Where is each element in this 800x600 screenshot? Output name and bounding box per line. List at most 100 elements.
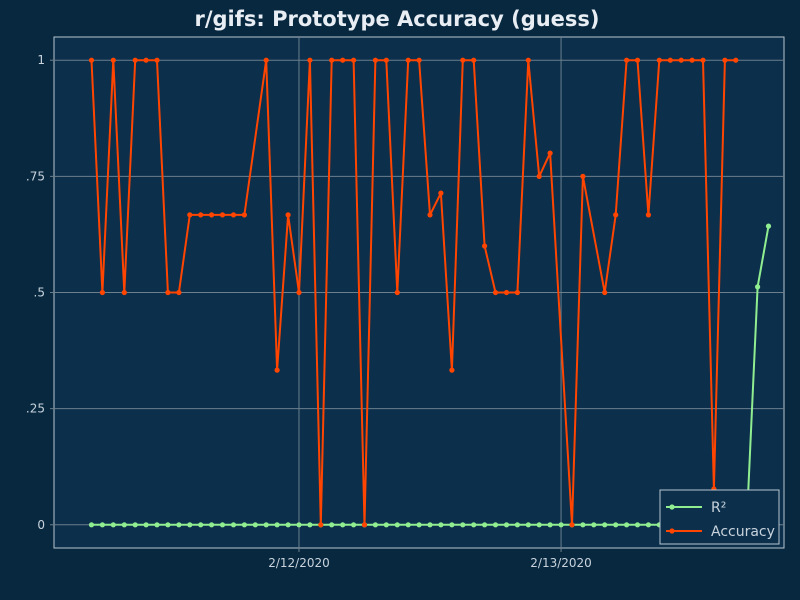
data-point xyxy=(514,289,521,296)
data-point xyxy=(241,212,247,218)
data-point xyxy=(176,289,182,296)
data-point xyxy=(307,522,313,528)
legend-label: Accuracy xyxy=(711,524,775,540)
data-point xyxy=(471,522,477,528)
legend-marker xyxy=(669,528,675,534)
chart-title: r/gifs: Prototype Accuracy (guess) xyxy=(194,7,599,31)
data-point xyxy=(132,57,138,63)
data-point xyxy=(427,212,433,218)
data-point xyxy=(121,522,127,528)
data-point xyxy=(351,57,357,63)
data-point xyxy=(110,522,116,528)
data-point xyxy=(99,289,105,296)
data-point xyxy=(187,522,193,528)
data-point xyxy=(198,212,204,218)
data-point xyxy=(372,522,378,528)
data-point xyxy=(88,522,95,528)
data-point xyxy=(209,522,215,528)
series-accuracy xyxy=(88,57,739,528)
data-point xyxy=(449,367,455,373)
x-tick-label: 2/13/2020 xyxy=(530,556,592,570)
data-point xyxy=(755,284,761,290)
data-point xyxy=(482,522,488,528)
y-tick-label: .75 xyxy=(26,169,45,183)
data-point xyxy=(121,289,127,296)
data-point xyxy=(558,522,564,528)
data-point xyxy=(329,522,335,528)
data-point xyxy=(689,57,695,63)
data-point xyxy=(209,212,215,218)
y-axis: 0 .25 .5 .75 1 xyxy=(26,53,54,532)
data-point xyxy=(722,57,728,63)
data-point xyxy=(88,57,95,63)
data-point xyxy=(143,522,149,528)
data-point xyxy=(613,212,619,218)
data-point xyxy=(547,150,553,156)
data-point xyxy=(176,522,182,528)
data-point xyxy=(263,522,269,528)
data-point xyxy=(372,57,378,63)
data-point xyxy=(645,212,652,218)
data-point xyxy=(394,289,400,296)
data-point xyxy=(296,522,302,528)
data-point xyxy=(383,57,389,63)
data-point xyxy=(514,522,521,528)
data-point xyxy=(503,522,510,528)
y-tick-label: .25 xyxy=(26,402,45,416)
data-point xyxy=(634,57,641,63)
data-point xyxy=(274,367,280,373)
legend-label: R² xyxy=(711,500,726,516)
data-point xyxy=(198,522,204,528)
data-point xyxy=(580,173,586,179)
data-point xyxy=(624,522,630,528)
legend-marker xyxy=(669,504,675,510)
y-tick-label: 1 xyxy=(37,53,45,67)
data-point xyxy=(602,289,608,296)
data-point xyxy=(547,522,553,528)
data-point xyxy=(165,289,171,296)
data-point xyxy=(525,522,531,528)
data-point xyxy=(536,173,542,179)
data-point xyxy=(230,522,237,528)
data-point xyxy=(285,212,291,218)
data-point xyxy=(438,522,444,528)
data-point xyxy=(285,522,291,528)
data-point xyxy=(416,522,422,528)
data-point xyxy=(438,190,444,196)
data-point xyxy=(460,57,466,63)
data-point xyxy=(678,57,684,63)
y-tick-label: 0 xyxy=(37,518,45,532)
data-point xyxy=(733,57,739,63)
data-point xyxy=(296,289,302,296)
data-point xyxy=(634,522,641,528)
data-point xyxy=(219,522,226,528)
data-point xyxy=(329,57,335,63)
data-point xyxy=(503,289,510,296)
data-point xyxy=(492,522,499,528)
data-point xyxy=(143,57,149,63)
data-point xyxy=(230,212,237,218)
data-point xyxy=(536,522,542,528)
data-point xyxy=(307,57,313,63)
data-point xyxy=(99,522,105,528)
data-point xyxy=(241,522,247,528)
legend: R² Accuracy xyxy=(659,489,780,545)
data-point xyxy=(154,522,160,528)
data-point xyxy=(110,57,116,63)
data-point xyxy=(580,522,586,528)
data-point xyxy=(351,522,357,528)
data-point xyxy=(645,522,652,528)
x-tick-label: 2/12/2020 xyxy=(268,556,330,570)
data-point xyxy=(154,57,160,63)
data-point xyxy=(383,522,389,528)
data-point xyxy=(525,57,531,63)
data-point xyxy=(667,57,673,63)
data-point xyxy=(187,212,193,218)
data-point xyxy=(263,57,269,63)
y-tick-label: .5 xyxy=(34,286,45,300)
legend-box xyxy=(659,489,780,545)
data-point xyxy=(482,243,488,249)
data-point xyxy=(252,522,258,528)
